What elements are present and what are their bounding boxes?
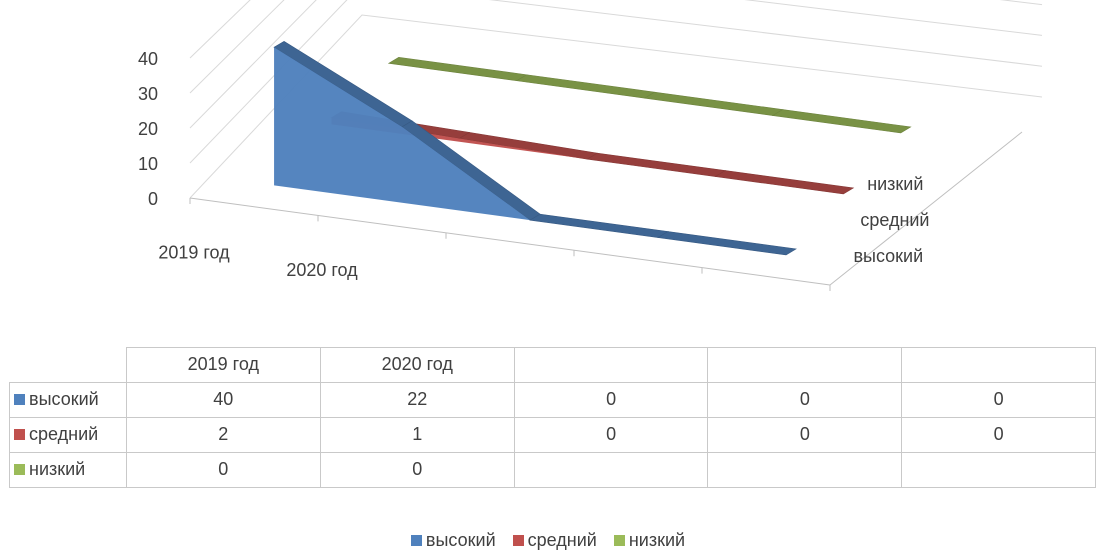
y-tick-label: 40	[138, 49, 158, 69]
series-top-face	[773, 110, 911, 133]
series-swatch	[14, 394, 25, 405]
series-top-face	[459, 132, 597, 159]
series-top-face	[530, 214, 668, 237]
legend-swatch	[411, 535, 422, 546]
series-top-face	[517, 75, 655, 98]
table-cell: 22	[320, 382, 514, 417]
table-header-cell: 2019 год	[126, 348, 320, 383]
table-cell: 2	[126, 417, 320, 452]
x-tick-label: 2020 год	[286, 260, 358, 280]
table-corner	[10, 348, 127, 383]
series-top-face	[645, 92, 783, 115]
table-row: низкий 0 0	[10, 452, 1096, 487]
series-top-face	[715, 171, 853, 194]
series-swatch	[14, 464, 25, 475]
x-axis-ticks: 2019 год 2020 год	[158, 243, 358, 280]
y-tick-label: 30	[138, 84, 158, 104]
chart-legend: высокий средний низкий	[0, 530, 1096, 551]
legend-swatch	[513, 535, 524, 546]
table-cell: 1	[320, 417, 514, 452]
table-row-label: высокий	[10, 382, 127, 417]
table-cell: 0	[320, 452, 514, 487]
table-cell	[708, 452, 902, 487]
table-row: высокий 40 22 0 0 0	[10, 382, 1096, 417]
row-label-text: низкий	[29, 459, 85, 479]
table-cell: 0	[902, 417, 1096, 452]
table-cell: 0	[514, 417, 708, 452]
table-header-cell: 2020 год	[320, 348, 514, 383]
depth-tick-label: низкий	[867, 174, 923, 194]
legend-item: высокий	[411, 530, 496, 551]
table-header-cell	[514, 348, 708, 383]
x-tick-label: 2019 год	[158, 243, 230, 263]
chart-plot-area: 0 10 20 30 40 2019 год 2020 год высокий средни…	[0, 0, 1096, 330]
chart-data-table: 2019 год 2020 год высокий 40 22 0 0 0 ср…	[9, 347, 1096, 488]
row-label-text: высокий	[29, 389, 99, 409]
depth-tick-label: средний	[860, 210, 929, 230]
legend-item: средний	[513, 530, 597, 551]
table-header-cell	[902, 348, 1096, 383]
y-tick-label: 20	[138, 119, 158, 139]
depth-tick-label: высокий	[853, 246, 923, 266]
table-header-cell	[708, 348, 902, 383]
table-cell: 0	[902, 382, 1096, 417]
table-cell: 0	[126, 452, 320, 487]
legend-label: средний	[528, 530, 597, 550]
table-cell: 0	[708, 417, 902, 452]
table-cell: 40	[126, 382, 320, 417]
y-tick-label: 10	[138, 154, 158, 174]
legend-label: высокий	[426, 530, 496, 550]
legend-item: низкий	[614, 530, 685, 551]
y-axis-ticks: 0 10 20 30 40	[138, 49, 158, 209]
series-top-face	[587, 153, 725, 176]
legend-swatch	[614, 535, 625, 546]
table-cell	[514, 452, 708, 487]
table-row-label: средний	[10, 417, 127, 452]
table-cell	[902, 452, 1096, 487]
table-row-label: низкий	[10, 452, 127, 487]
table-header-row: 2019 год 2020 год	[10, 348, 1096, 383]
gridline	[190, 0, 1042, 58]
table-row: средний 2 1 0 0 0	[10, 417, 1096, 452]
table-cell: 0	[514, 382, 708, 417]
row-label-text: средний	[29, 424, 98, 444]
legend-label: низкий	[629, 530, 685, 550]
table-cell: 0	[708, 382, 902, 417]
series-top-face	[389, 57, 527, 80]
depth-axis-ticks: высокий средний низкий	[853, 174, 929, 266]
series-top-face	[658, 232, 796, 255]
y-tick-label: 0	[148, 189, 158, 209]
chart-svg: 0 10 20 30 40 2019 год 2020 год высокий средни…	[0, 0, 1096, 330]
series-swatch	[14, 429, 25, 440]
